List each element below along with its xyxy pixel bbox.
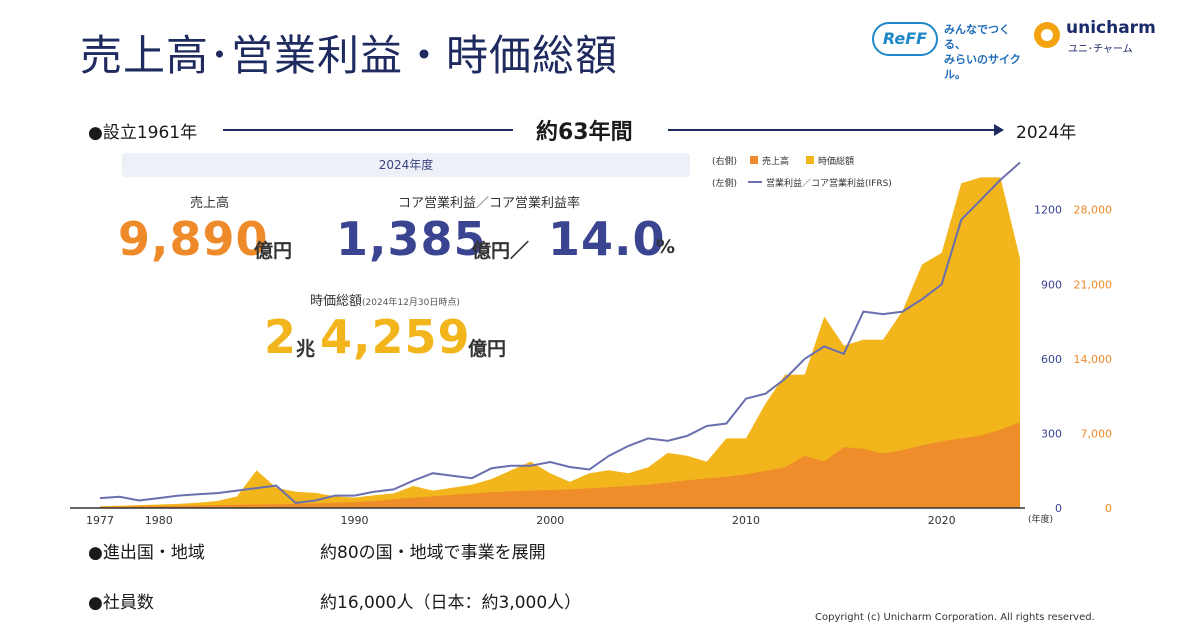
left-axis-tick: 300 (1041, 427, 1062, 440)
x-tick-label: 1980 (145, 514, 173, 527)
legend-left-header: (左側) (712, 177, 737, 189)
left-axis-tick: 0 (1055, 502, 1062, 515)
reff-tagline-line-2: みらいのサイクル。 (944, 53, 1021, 81)
countries-value: 約80の国・地域で事業を展開 (320, 543, 546, 563)
reff-logo: ReFF みんなでつくる、 みらいのサイクル。 (872, 20, 1022, 81)
x-tick-label: 2010 (732, 514, 760, 527)
legend-mcap-swatch (806, 156, 814, 164)
reff-tagline: みんなでつくる、 みらいのサイクル。 (944, 22, 1022, 82)
legend-sales-label: 売上高 (762, 155, 789, 167)
unicharm-mark-icon (1034, 22, 1060, 48)
right-axis-tick: 21,000 (1074, 278, 1113, 291)
mcap-chou: 兆 (296, 338, 316, 360)
legend-mcap-label: 時価総額 (818, 155, 854, 167)
legend-right-header: (右側) (712, 155, 737, 167)
sales-value: 9,890 (118, 212, 269, 266)
timeline-duration: 約63年間 (536, 120, 633, 145)
mcap-note: (2024年12月30日時点) (362, 298, 460, 308)
mcap-label: 時価総額(2024年12月30日時点) (310, 290, 460, 309)
left-axis-tick: 900 (1041, 278, 1062, 291)
mcap-value: 4,259 (320, 310, 471, 364)
x-tick-label: 1977 (86, 514, 114, 527)
profit-value: 1,385 (336, 212, 487, 266)
employees-value: 約16,000人（日本：約3,000人） (320, 593, 582, 613)
x-tick-label: 2020 (928, 514, 956, 527)
reff-badge: ReFF (872, 22, 938, 56)
mcap-label-text: 時価総額 (310, 294, 363, 309)
fiscal-year-band: 2024年度 (122, 153, 690, 177)
left-axis-tick: 600 (1041, 353, 1062, 366)
timeline-line-right (668, 129, 998, 131)
profit-unit: 億円／ (472, 240, 530, 262)
timeline-end: 2024年 (1016, 123, 1077, 143)
unicharm-kana: ユニ･チャーム (1068, 44, 1133, 55)
sales-label: 売上高 (190, 196, 230, 211)
timeline: ●設立1961年 約63年間 2024年 (88, 116, 1088, 146)
series-mcap-area (100, 177, 1020, 508)
page-title: 売上高･営業利益・時価総額 (80, 31, 619, 80)
timeline-arrow-icon (994, 124, 1004, 136)
right-axis-tick: 7,000 (1081, 427, 1113, 440)
copyright: Copyright (c) Unicharm Corporation. All … (815, 612, 1095, 623)
right-axis-tick: 0 (1105, 502, 1112, 515)
margin-unit: % (656, 236, 676, 258)
reff-tagline-line-1: みんなでつくる、 (944, 23, 1010, 51)
right-axis-tick: 28,000 (1074, 204, 1113, 217)
unicharm-logo: unicharm ユニ･チャーム (1034, 18, 1156, 58)
timeline-start: ●設立1961年 (88, 123, 198, 143)
legend-sales-swatch (750, 156, 758, 164)
series-profit-line (99, 161, 1021, 505)
profit-label: コア営業利益／コア営業利益率 (398, 196, 581, 211)
sales-unit: 億円 (254, 240, 293, 262)
legend-profit-label: 営業利益／コア営業利益(IFRS) (766, 177, 892, 189)
x-tick-label: 1990 (340, 514, 368, 527)
series-sales-area (100, 422, 1020, 508)
timeline-line-left (223, 129, 513, 131)
left-axis-tick: 1200 (1034, 204, 1062, 217)
right-axis-tick: 14,000 (1074, 353, 1113, 366)
countries-label: ●進出国・地域 (88, 543, 205, 563)
history-chart: 1977 1980 1990 2000 2010 2020 (年度)030060090012… (70, 155, 1113, 527)
x-axis-unit: (年度) (1028, 513, 1053, 525)
mcap-unit: 億円 (468, 338, 507, 360)
employees-label: ●社員数 (88, 593, 154, 613)
margin-value: 14.0 (548, 212, 666, 266)
x-tick-label: 2000 (536, 514, 564, 527)
mcap-prefix: 2 (264, 310, 298, 364)
unicharm-name: unicharm (1066, 18, 1156, 38)
